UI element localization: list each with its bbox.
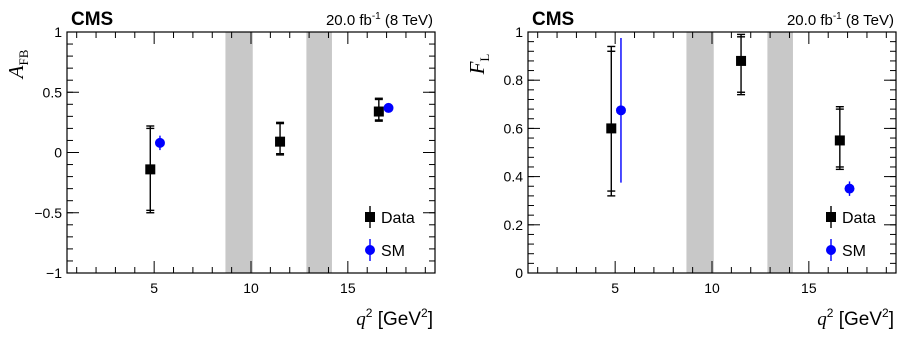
- x-axis-title-close: ]: [889, 309, 894, 330]
- y-tick-label: 0.6: [504, 120, 524, 136]
- y-tick-label: −0.5: [34, 205, 62, 221]
- x-tick-label: 10: [704, 280, 720, 296]
- y-tick-label: 1: [515, 24, 523, 40]
- lumi-sup: -1: [833, 11, 842, 22]
- y-tick-label: 0.4: [504, 169, 524, 185]
- data-point-3: [373, 106, 384, 117]
- y-tick-label: 0.8: [504, 72, 524, 88]
- x-axis-title: q2 [GeV2]: [356, 306, 433, 330]
- y-tick-label: 0.2: [504, 217, 524, 233]
- y-tick-label: 0: [515, 265, 523, 281]
- y-tick-label: 0.5: [43, 84, 63, 100]
- sm-point-2: [383, 102, 394, 113]
- lumi-pre: 20.0 fb: [787, 12, 833, 29]
- y-axis-title-main: A: [4, 65, 28, 80]
- x-tick-label: 5: [611, 280, 619, 296]
- cms-label: CMS: [71, 9, 113, 30]
- excluded-band-1: [686, 32, 714, 273]
- x-axis-title-var: q: [356, 309, 366, 330]
- legend-sm-marker: [365, 245, 375, 255]
- x-axis-title-var: q: [817, 309, 827, 330]
- data-point-3: [834, 135, 845, 146]
- y-axis-title-sub: FB: [16, 49, 31, 65]
- y-tick-label: −1: [46, 265, 62, 281]
- x-tick-label: 15: [340, 280, 356, 296]
- excluded-band-1: [225, 32, 253, 273]
- y-axis-title: AFB: [4, 49, 31, 80]
- x-axis-title: q2 [GeV2]: [817, 306, 894, 330]
- cms-label: CMS: [532, 9, 574, 30]
- legend-sm-marker: [826, 245, 836, 255]
- legend-data-label: Data: [381, 210, 415, 227]
- excluded-band-2: [767, 32, 793, 273]
- x-tick-label: 15: [801, 280, 817, 296]
- data-point-1: [145, 164, 156, 175]
- lumi-post: (8 TeV): [381, 12, 433, 29]
- y-axis-title: FL: [465, 54, 492, 76]
- y-tick-label: 0: [54, 145, 62, 161]
- x-axis-title-unit: [GeV: [833, 309, 882, 330]
- x-tick-label: 10: [243, 280, 259, 296]
- x-axis-title-unit-sup: 2: [421, 306, 428, 320]
- lumi-pre: 20.0 fb: [326, 12, 372, 29]
- sm-point-1: [615, 105, 626, 116]
- data-point-1: [606, 123, 617, 134]
- data-point-2: [736, 55, 747, 66]
- x-axis-title-close: ]: [428, 309, 433, 330]
- y-axis-title-sub: L: [477, 54, 492, 62]
- x-axis-title-unit-sup: 2: [882, 306, 889, 320]
- y-axis-title-main: F: [465, 61, 489, 75]
- x-axis-title-var-sup: 2: [366, 306, 373, 320]
- x-tick-label: 5: [150, 280, 158, 296]
- legend-data-marker: [365, 212, 375, 222]
- y-tick-label: 1: [54, 24, 62, 40]
- sm-point-2: [844, 183, 855, 194]
- legend-data-label: Data: [842, 210, 876, 227]
- legend-data-marker: [826, 212, 836, 222]
- x-axis-title-var-sup: 2: [827, 306, 834, 320]
- lumi-post: (8 TeV): [842, 12, 894, 29]
- legend-sm-label: SM: [842, 243, 866, 260]
- lumi-label: 20.0 fb-1 (8 TeV): [326, 11, 433, 29]
- sm-point-1: [154, 137, 165, 148]
- excluded-band-2: [306, 32, 332, 273]
- legend-sm-label: SM: [381, 243, 405, 260]
- x-axis-title-unit: [GeV: [372, 309, 421, 330]
- lumi-sup: -1: [372, 11, 381, 22]
- lumi-label: 20.0 fb-1 (8 TeV): [787, 11, 894, 29]
- data-point-2: [275, 136, 286, 147]
